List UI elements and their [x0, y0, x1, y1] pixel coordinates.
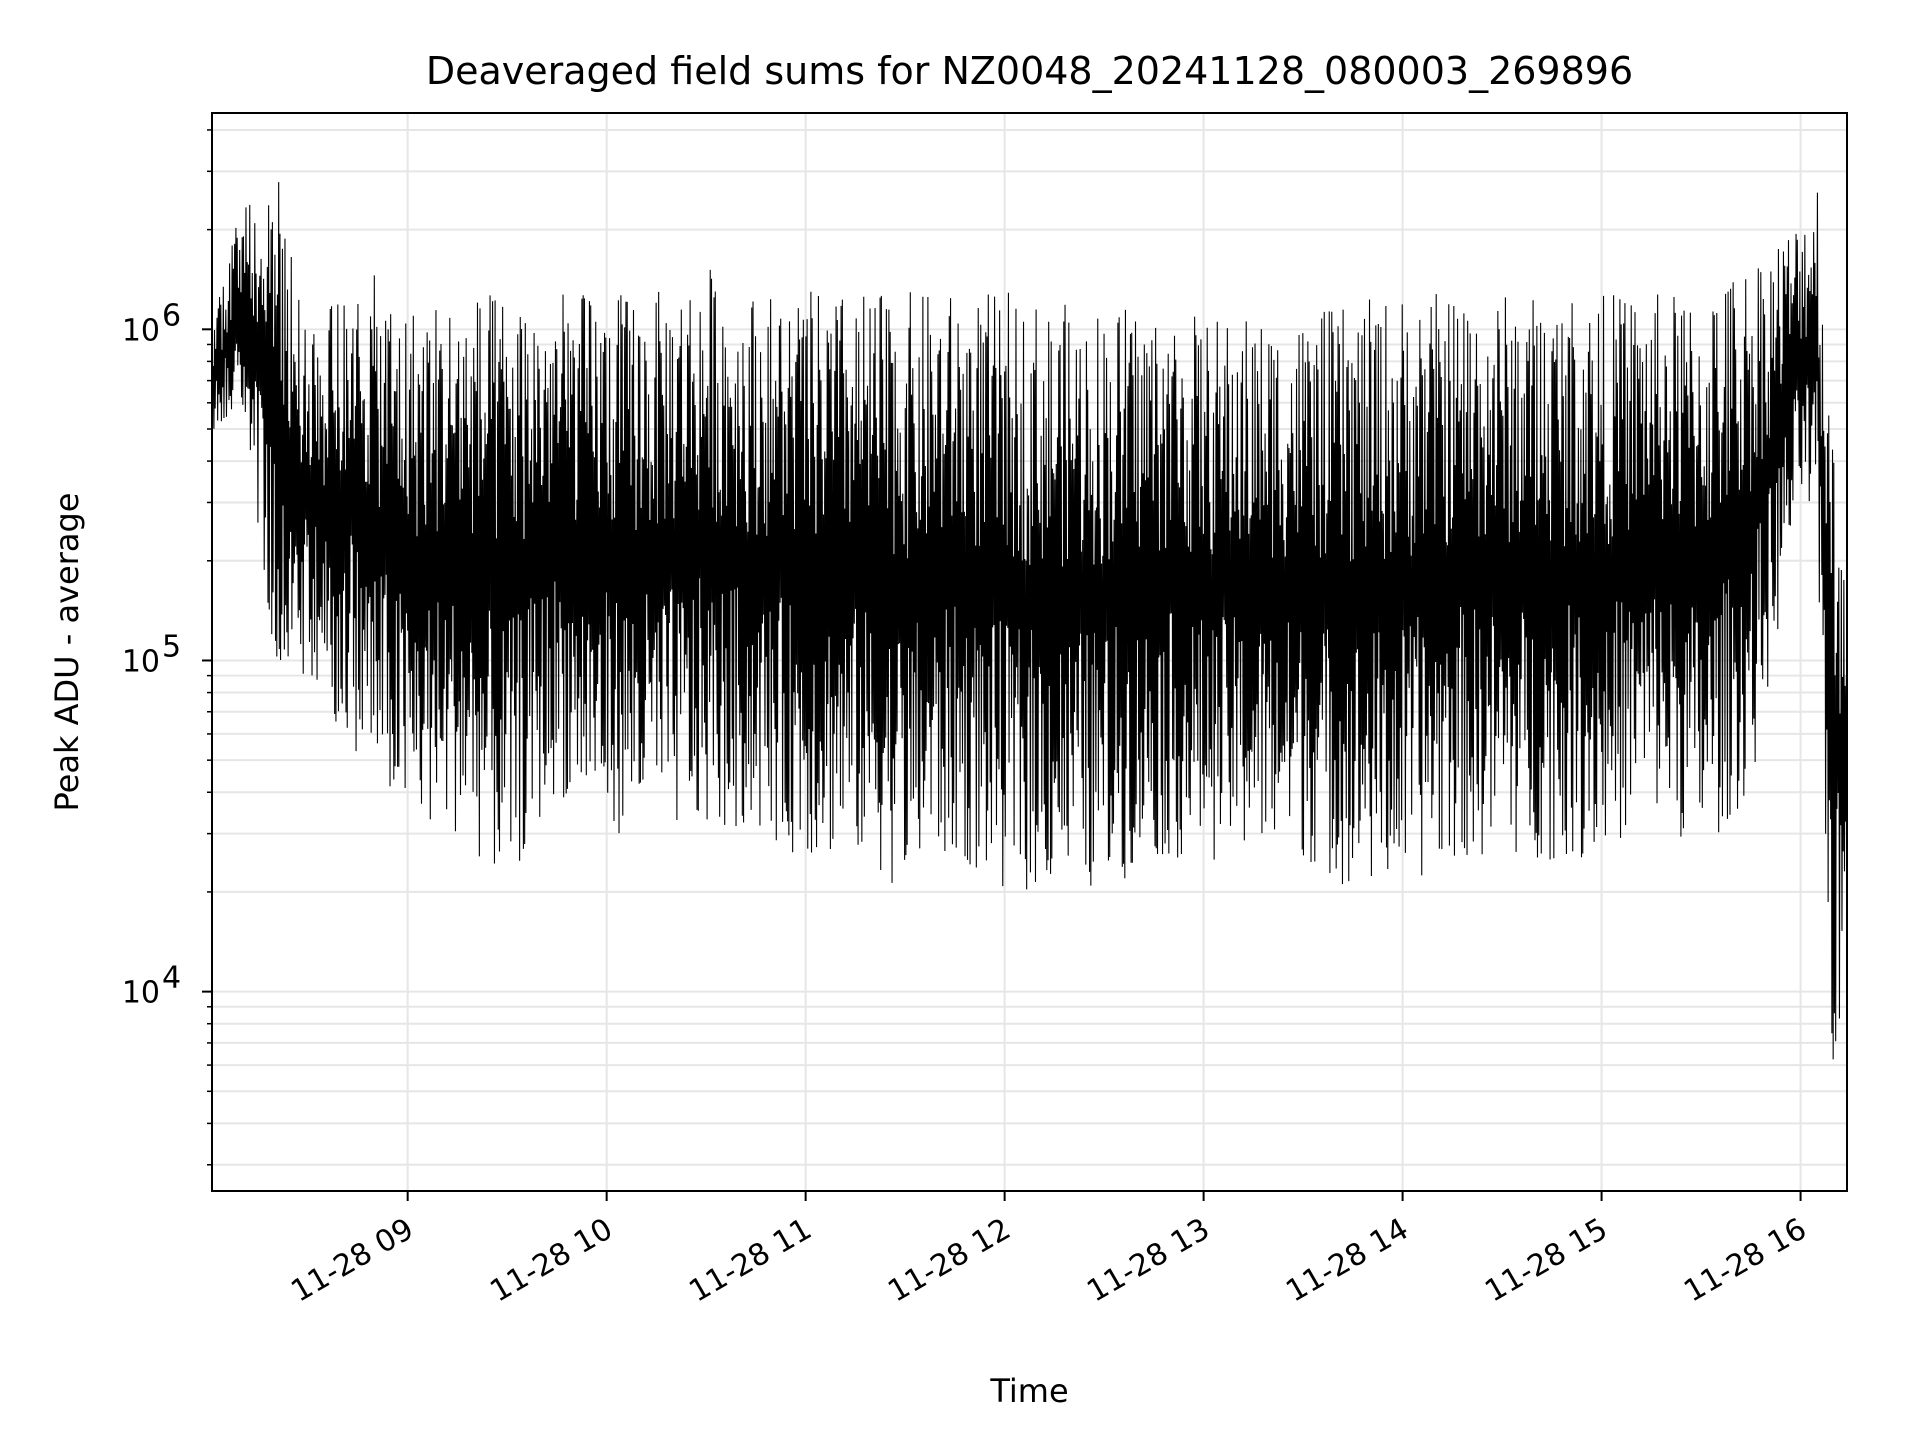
chart-title: Deaveraged field sums for NZ0048_2024112… — [426, 49, 1633, 93]
grid-layer — [212, 113, 1847, 1191]
y-tick-label: 10 — [122, 313, 160, 348]
y-tick-label: 10 — [122, 976, 160, 1011]
y-tick-exponent: 6 — [162, 298, 181, 333]
y-axis-label: Peak ADU - average — [48, 493, 86, 812]
series-line — [211, 182, 1848, 1060]
y-tick-exponent: 4 — [162, 961, 181, 996]
data-series — [211, 182, 1848, 1060]
x-axis-label: Time — [989, 1372, 1068, 1410]
y-tick-exponent: 5 — [162, 629, 181, 664]
plot-frame — [211, 112, 1848, 1192]
y-tick-label: 10 — [122, 644, 160, 679]
